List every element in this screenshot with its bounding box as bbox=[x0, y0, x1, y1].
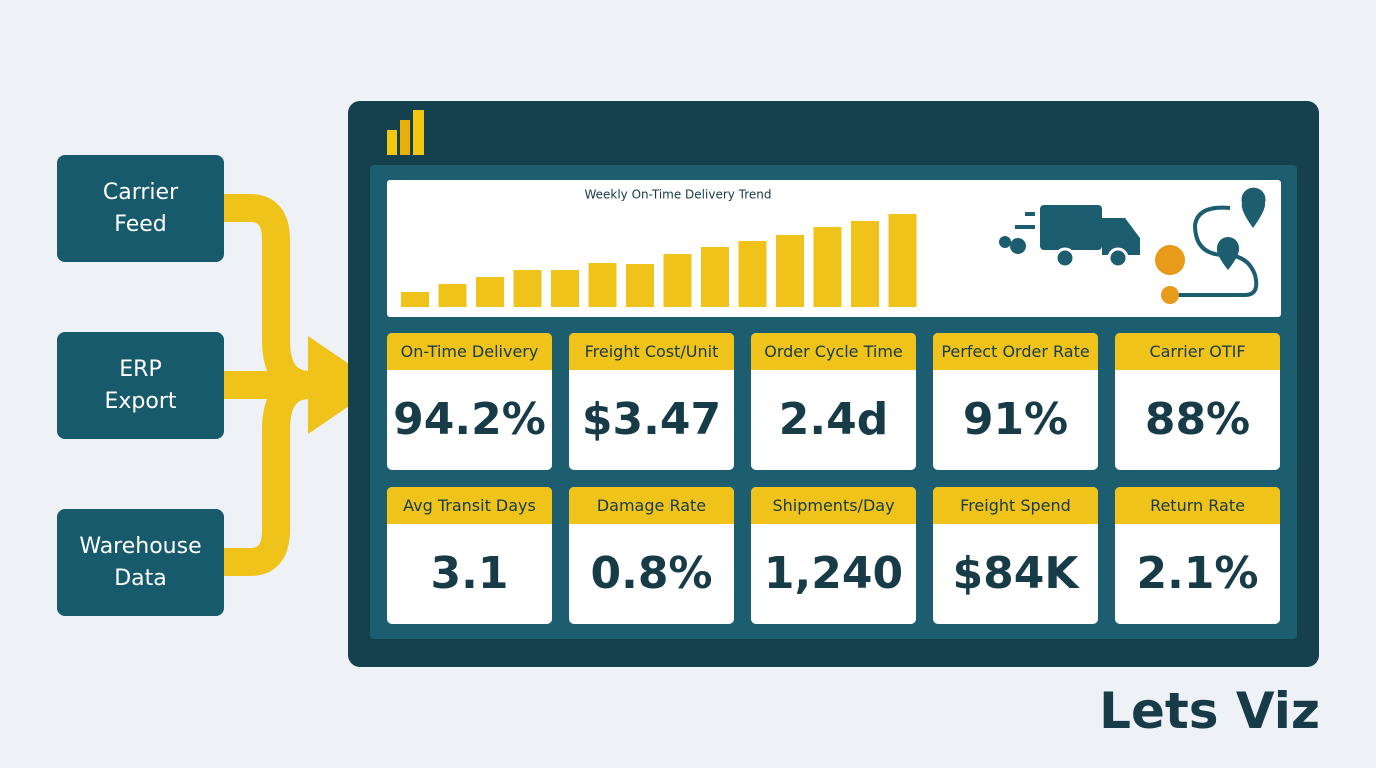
kpi-card: Return Rate 2.1% bbox=[1115, 487, 1280, 624]
kpi-card: Avg Transit Days 3.1 bbox=[387, 487, 552, 624]
kpi-label: Freight Cost/Unit bbox=[569, 333, 734, 370]
wheel bbox=[1054, 247, 1076, 269]
kpi-card: Order Cycle Time 2.4d bbox=[751, 333, 916, 470]
kpi-card: Perfect Order Rate 91% bbox=[933, 333, 1098, 470]
bar bbox=[513, 270, 542, 307]
bar bbox=[626, 264, 654, 307]
kpi-label: Avg Transit Days bbox=[387, 487, 552, 524]
truck-body bbox=[1040, 205, 1102, 250]
bar bbox=[401, 292, 429, 307]
truck-icon bbox=[999, 205, 1140, 269]
bar bbox=[663, 254, 692, 307]
kpi-label: Perfect Order Rate bbox=[933, 333, 1098, 370]
kpi-value: 0.8% bbox=[590, 548, 713, 599]
kpi-card: On-Time Delivery 94.2% bbox=[387, 333, 552, 470]
kpi-value: $84K bbox=[952, 548, 1079, 599]
kpi-label: Carrier OTIF bbox=[1115, 333, 1280, 370]
wheel bbox=[1107, 247, 1129, 269]
route-icon bbox=[1155, 187, 1266, 304]
bar bbox=[551, 270, 579, 307]
arrow-path bbox=[224, 371, 312, 576]
kpi-value: $3.47 bbox=[581, 394, 722, 445]
kpi-label: Damage Rate bbox=[569, 487, 734, 524]
arrow-head bbox=[308, 336, 380, 434]
bar bbox=[776, 235, 804, 307]
source-label: Warehouse Data bbox=[79, 533, 202, 591]
kpi-value: 2.1% bbox=[1136, 548, 1259, 599]
dust bbox=[1010, 238, 1026, 254]
kpi-value: 3.1 bbox=[430, 548, 509, 599]
source-label: ERP Export bbox=[104, 356, 177, 414]
kpi-card: Carrier OTIF 88% bbox=[1115, 333, 1280, 470]
bar bbox=[476, 277, 504, 307]
bar bbox=[701, 247, 729, 307]
kpi-card: Freight Spend $84K bbox=[933, 487, 1098, 624]
dust bbox=[999, 236, 1011, 248]
kpi-label: Freight Spend bbox=[933, 487, 1098, 524]
source-label: Carrier Feed bbox=[102, 179, 179, 237]
chart-title: Weekly On-Time Delivery Trend bbox=[584, 188, 771, 202]
kpi-card: Damage Rate 0.8% bbox=[569, 487, 734, 624]
source-box: Warehouse Data bbox=[57, 509, 224, 616]
speed-line bbox=[1015, 225, 1035, 229]
bar bbox=[851, 221, 879, 307]
pin bbox=[1216, 237, 1240, 270]
kpi-value: 94.2% bbox=[393, 394, 546, 445]
source-box: Carrier Feed bbox=[57, 155, 224, 262]
bar bbox=[738, 241, 767, 307]
brand: Lets Viz bbox=[1099, 682, 1320, 740]
arrows bbox=[224, 194, 320, 576]
bar bbox=[813, 227, 842, 307]
bar bbox=[438, 284, 467, 307]
kpi-card: Freight Cost/Unit $3.47 bbox=[569, 333, 734, 470]
alert bbox=[1155, 245, 1185, 275]
origin-dot bbox=[1161, 286, 1179, 304]
kpi-value: 91% bbox=[962, 394, 1069, 445]
kpi-label: On-Time Delivery bbox=[387, 333, 552, 370]
speed-line bbox=[1025, 212, 1035, 216]
kpi-label: Return Rate bbox=[1115, 487, 1280, 524]
bar bbox=[588, 263, 617, 307]
kpi-value: 2.4d bbox=[778, 394, 889, 445]
bar bbox=[888, 214, 917, 307]
truck-cab bbox=[1102, 218, 1140, 255]
pin bbox=[1241, 187, 1266, 228]
kpi-value: 1,240 bbox=[763, 548, 904, 599]
kpi-value: 88% bbox=[1144, 394, 1251, 445]
source-box: ERP Export bbox=[57, 332, 224, 439]
kpi-label: Order Cycle Time bbox=[751, 333, 916, 370]
route bbox=[1170, 205, 1259, 297]
kpi-card: Shipments/Day 1,240 bbox=[751, 487, 916, 624]
kpi-label: Shipments/Day bbox=[751, 487, 916, 524]
